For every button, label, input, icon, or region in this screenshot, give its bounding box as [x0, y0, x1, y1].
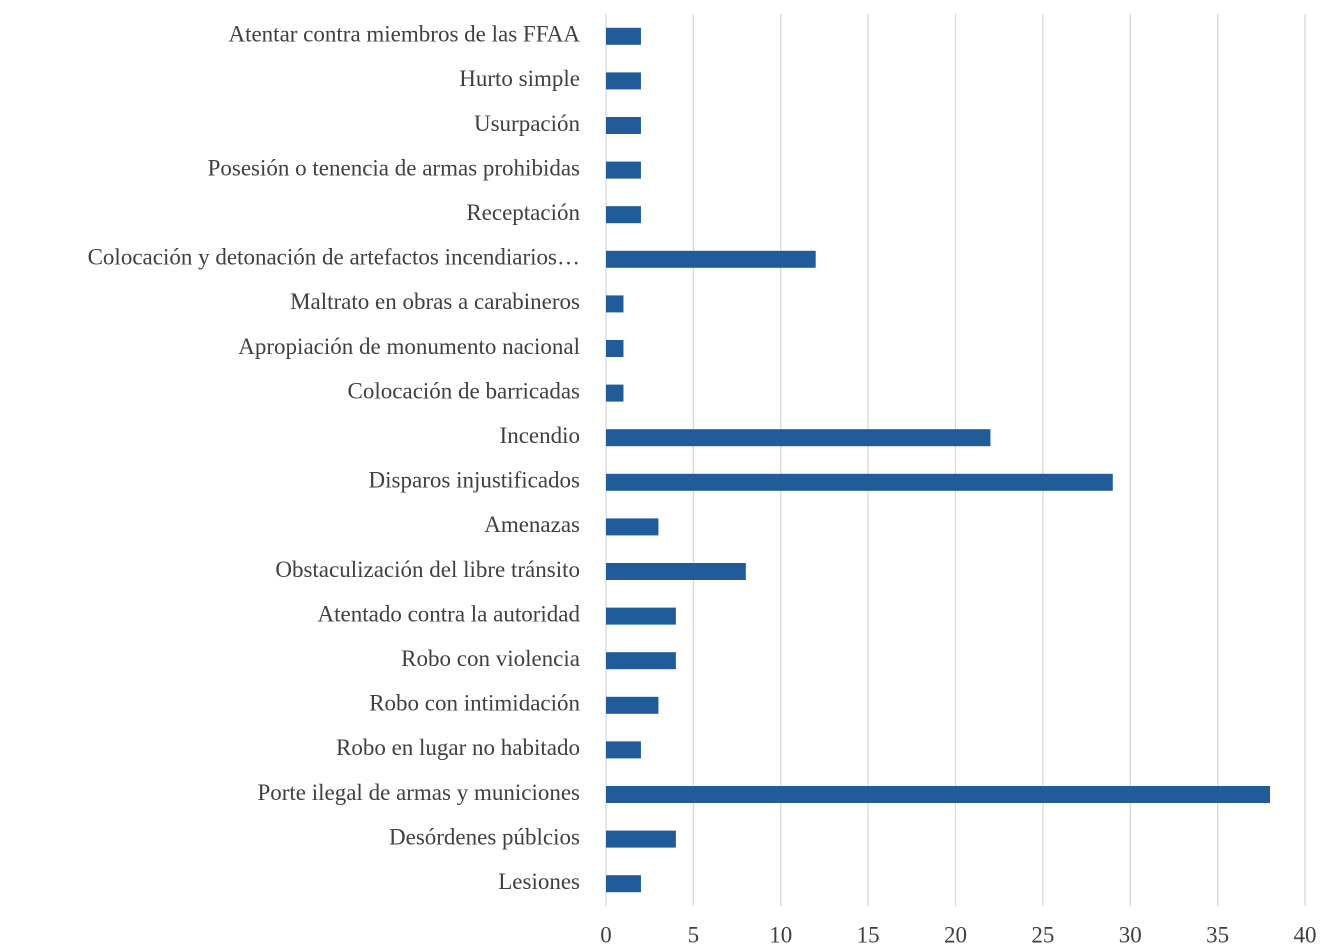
- bar: [606, 206, 641, 224]
- y-tick-label: Colocación y detonación de artefactos in…: [88, 245, 580, 270]
- y-tick-label: Obstaculización del libre tránsito: [275, 557, 580, 582]
- bar: [606, 250, 816, 268]
- x-tick-label: 20: [944, 922, 967, 947]
- bar: [606, 741, 641, 759]
- bar: [606, 384, 624, 402]
- bar: [606, 875, 641, 893]
- bar: [606, 830, 676, 848]
- y-tick-label: Robo con intimidación: [369, 691, 580, 716]
- y-tick-label: Atentar contra miembros de las FFAA: [228, 22, 580, 47]
- y-tick-label: Disparos injustificados: [369, 468, 580, 493]
- bar: [606, 340, 624, 357]
- y-tick-label: Hurto simple: [459, 66, 580, 91]
- bar: [606, 563, 746, 580]
- x-tick-label: 30: [1119, 922, 1142, 947]
- x-tick-label: 25: [1031, 922, 1054, 947]
- y-tick-label: Amenazas: [484, 512, 580, 537]
- y-tick-label: Robo en lugar no habitado: [336, 735, 580, 760]
- bar: [606, 295, 624, 313]
- y-tick-label: Posesión o tenencia de armas prohibidas: [208, 155, 580, 180]
- bar: [606, 117, 641, 134]
- x-tick-label: 35: [1206, 922, 1229, 947]
- bar: [606, 607, 676, 625]
- y-tick-label: Maltrato en obras a carabineros: [290, 289, 580, 314]
- x-tick-label: 15: [857, 922, 880, 947]
- x-tick-label: 5: [688, 922, 700, 947]
- y-tick-label: Apropiación de monumento nacional: [238, 334, 580, 359]
- y-tick-label: Receptación: [466, 200, 580, 225]
- bar: [606, 161, 641, 179]
- y-tick-label: Robo con violencia: [401, 646, 580, 671]
- y-tick-label: Incendio: [500, 423, 580, 448]
- bar: [606, 652, 676, 670]
- x-tick-label: 40: [1294, 922, 1317, 947]
- y-tick-label: Porte ilegal de armas y municiones: [257, 780, 580, 805]
- bar: [606, 786, 1271, 803]
- bar: [606, 72, 641, 90]
- bar: [606, 429, 991, 447]
- y-tick-label: Usurpación: [474, 111, 581, 136]
- bar: [606, 518, 659, 536]
- bar: [606, 473, 1113, 491]
- y-tick-label: Desórdenes públcios: [389, 824, 580, 849]
- x-tick-label: 0: [600, 922, 612, 947]
- y-tick-label: Colocación de barricadas: [348, 378, 580, 403]
- y-tick-label: Atentado contra la autoridad: [318, 601, 581, 626]
- bar: [606, 27, 641, 45]
- bar: [606, 696, 659, 714]
- x-tick-label: 10: [769, 922, 792, 947]
- y-tick-label: Lesiones: [498, 869, 580, 894]
